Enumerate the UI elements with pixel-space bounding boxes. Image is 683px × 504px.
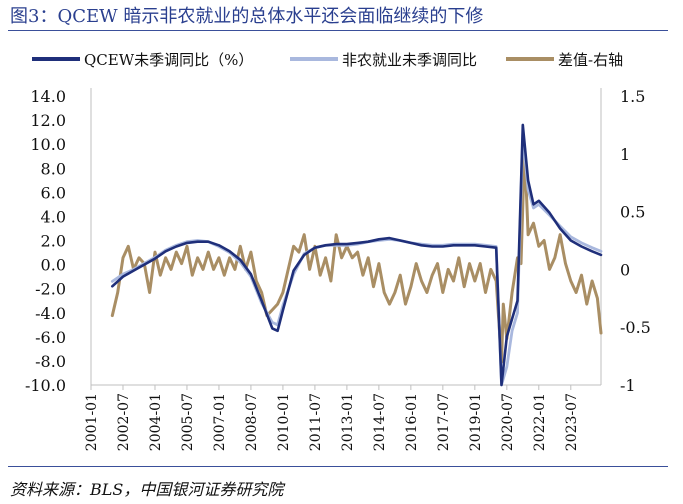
x-tick-label: 2022-01 (532, 393, 548, 451)
x-tick-label: 2004-01 (148, 393, 164, 451)
figure-title: 图3：QCEW 暗示非农就业的总体水平还会面临继续的下修 (10, 6, 484, 27)
left-tick-label: 10.0 (30, 135, 66, 154)
left-tick-label: -6.0 (35, 328, 66, 347)
x-tick-label: 2016-01 (404, 393, 420, 451)
x-tick-label: 2014-07 (372, 393, 388, 451)
x-tick-label: 2019-01 (468, 393, 484, 451)
x-tick-label: 2023-07 (564, 393, 580, 451)
x-tick-label: 2002-07 (116, 393, 132, 451)
series-line-1 (111, 123, 603, 387)
right-tick-label: -1 (620, 376, 636, 395)
right-tick-label: 1.5 (620, 87, 645, 106)
left-tick-label: 2.0 (41, 232, 66, 251)
left-tick-label: 12.0 (30, 111, 66, 130)
left-tick-label: 4.0 (41, 207, 66, 226)
left-tick-label: -8.0 (35, 352, 66, 371)
series-layer (110, 123, 603, 387)
left-tick-label: 6.0 (41, 183, 66, 202)
x-tick-label: 2001-01 (84, 393, 100, 451)
left-tick-label: -4.0 (35, 304, 66, 323)
legend-label-2: 非农就业未季调同比 (342, 51, 477, 69)
right-tick-label: -0.5 (620, 318, 651, 337)
left-tick-label: -10.0 (25, 376, 66, 395)
left-tick-label: 14.0 (30, 87, 66, 106)
right-tick-label: 1 (620, 145, 630, 164)
line-chart: QCEW未季调同比（%） 非农就业未季调同比 差值-右轴 14.012.010.08… (25, 51, 651, 451)
left-tick-label: -2.0 (35, 280, 66, 299)
x-tick-label: 2011-07 (308, 393, 324, 451)
title-underline (8, 30, 668, 31)
left-tick-label: 8.0 (41, 159, 66, 178)
legend-label-1: QCEW未季调同比（%） (84, 51, 253, 69)
right-tick-label: 0.5 (620, 203, 645, 222)
x-tick-label: 2008-07 (244, 393, 260, 451)
x-tick-label: 2017-07 (436, 393, 452, 451)
x-tick-label: 2010-01 (276, 393, 292, 451)
footer-rule (8, 466, 668, 467)
chart-legend: QCEW未季调同比（%） 非农就业未季调同比 差值-右轴 (32, 51, 623, 69)
x-tick-label: 2013-01 (340, 393, 356, 451)
legend-label-3: 差值-右轴 (558, 51, 623, 69)
series-line-3 (110, 146, 603, 364)
x-tick-label: 2020-07 (500, 393, 516, 451)
chart-axes: 14.0 12.0 10.0 8.0 6.0 4.0 2.0 0.0 -2.0 -4.0 -6.0 -… (25, 87, 651, 451)
source-note: 资料来源：BLS，中国银河证券研究院 (10, 480, 284, 499)
x-tick-label: 2005-07 (180, 393, 196, 451)
left-tick-label: 0.0 (41, 256, 66, 275)
right-tick-label: 0 (620, 260, 630, 279)
x-tick-label: 2007-01 (212, 393, 228, 451)
